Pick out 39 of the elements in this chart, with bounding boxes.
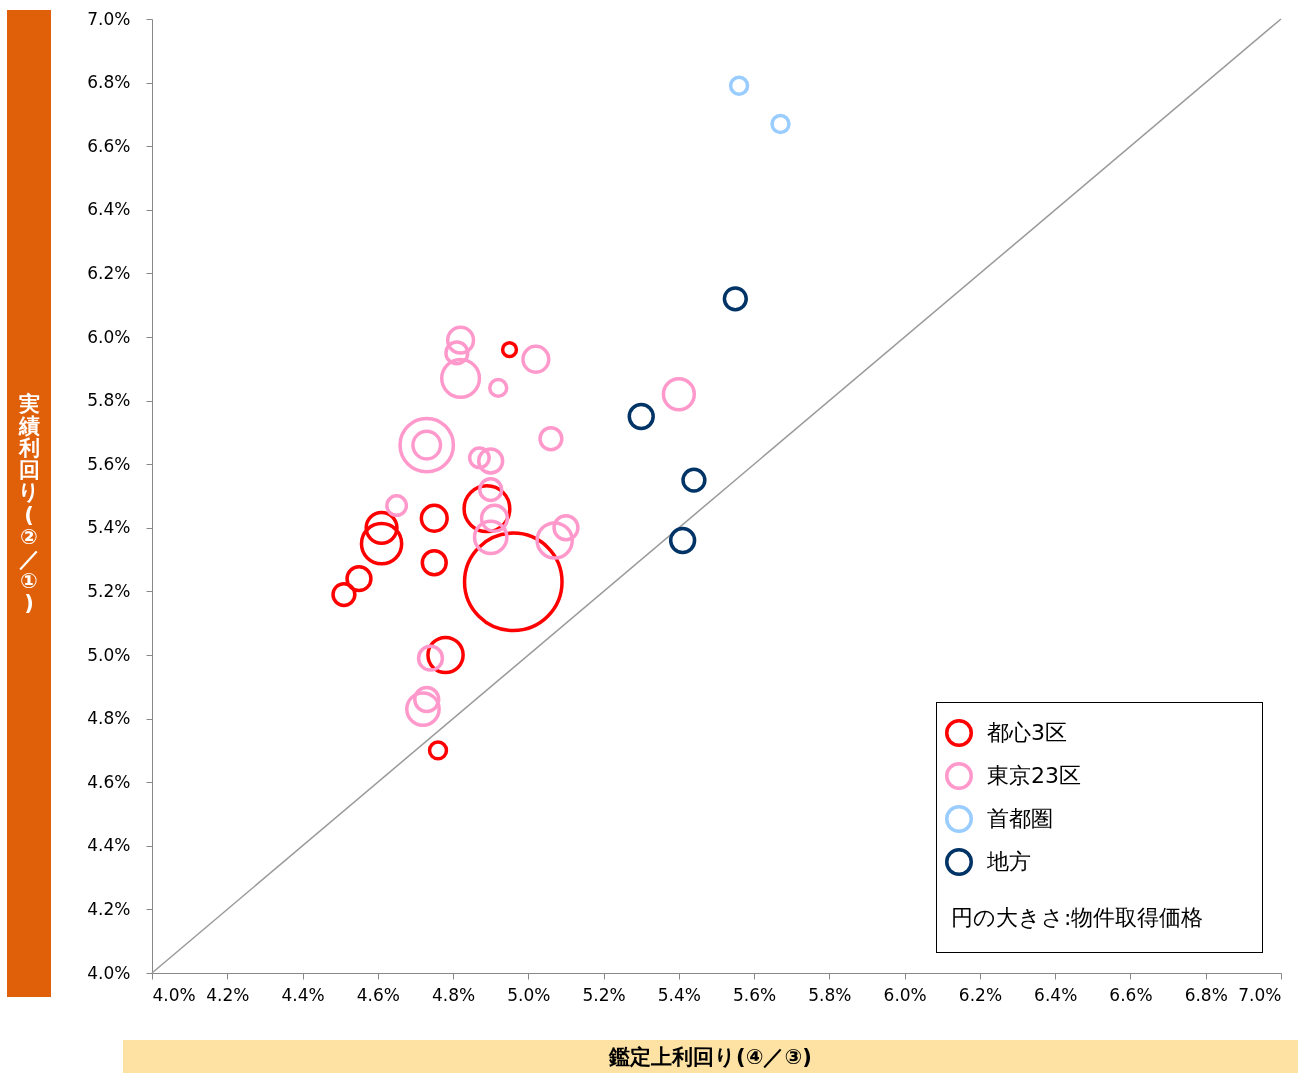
x-tick-label: 4.6% bbox=[356, 984, 400, 1005]
y-tick-label: 5.0% bbox=[87, 644, 131, 665]
x-tick-label: 6.4% bbox=[1034, 984, 1078, 1005]
x-tick-label: 6.6% bbox=[1109, 984, 1153, 1005]
y-tick-label: 4.8% bbox=[87, 708, 131, 729]
legend-label: 地方 bbox=[986, 849, 1031, 874]
x-tick-label: 5.4% bbox=[657, 984, 701, 1005]
x-tick-label: 4.0% bbox=[152, 984, 196, 1005]
y-tick-label: 6.4% bbox=[87, 199, 131, 220]
x-tick-label: 5.0% bbox=[507, 984, 551, 1005]
y-tick-label: 5.4% bbox=[87, 517, 131, 538]
x-tick-label: 7.0% bbox=[1238, 984, 1282, 1005]
x-tick-label: 6.2% bbox=[958, 984, 1003, 1005]
x-axis-title: 鑑定上利回り(④／③) bbox=[123, 1040, 1298, 1073]
y-tick-label: 6.0% bbox=[87, 326, 131, 347]
legend-label: 都心3区 bbox=[987, 720, 1067, 745]
y-tick-label: 7.0% bbox=[87, 8, 131, 29]
x-tick-label: 4.2% bbox=[206, 984, 250, 1005]
y-tick-label: 6.2% bbox=[87, 262, 131, 283]
text: 実績利回り(②／①) bbox=[18, 392, 40, 615]
y-tick-label: 5.8% bbox=[87, 390, 131, 411]
x-tick-label: 4.4% bbox=[281, 984, 325, 1005]
y-tick-label: 4.6% bbox=[87, 771, 131, 792]
y-tick-label: 6.8% bbox=[87, 72, 131, 93]
x-tick-label: 4.8% bbox=[431, 984, 476, 1005]
x-tick-label: 6.0% bbox=[883, 984, 927, 1005]
x-tick-label: 5.6% bbox=[733, 984, 777, 1005]
legend-label: 首都圏 bbox=[987, 806, 1053, 831]
legend-label: 東京23区 bbox=[987, 763, 1081, 788]
y-tick-label: 5.6% bbox=[87, 453, 131, 474]
annotation: 円の大きさ:物件取得価格 bbox=[951, 904, 1204, 932]
x-tick-label: 6.8% bbox=[1184, 984, 1228, 1005]
x-tick-label: 5.8% bbox=[808, 984, 852, 1005]
y-tick-label: 5.2% bbox=[87, 580, 131, 601]
y-tick-label: 4.0% bbox=[87, 962, 131, 983]
y-tick-label: 4.4% bbox=[87, 835, 131, 856]
y-tick-label: 6.6% bbox=[87, 135, 131, 156]
x-tick-label: 5.2% bbox=[582, 984, 626, 1005]
y-tick-label: 4.2% bbox=[87, 898, 131, 919]
